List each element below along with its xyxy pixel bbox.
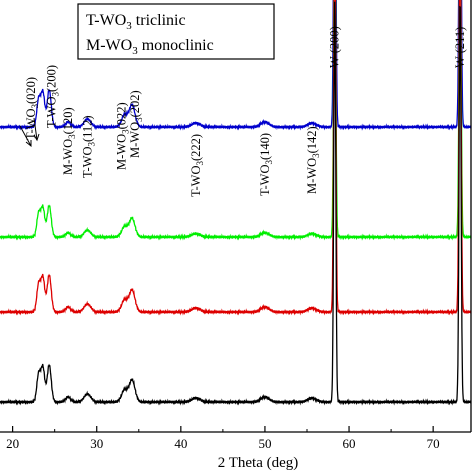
x-tick-label: 60 (343, 436, 356, 451)
xrd-pattern-line-4 (0, 1, 471, 406)
annotation-t-wo3-140-: T-WO3(140) (258, 133, 274, 196)
annotation-m-wo3-142-: M-WO3(142) (305, 126, 321, 194)
series-layer (0, 0, 471, 406)
legend-box: T-WO3 triclinic M-WO3 monoclinic (77, 3, 275, 60)
x-tick-label: 50 (258, 436, 271, 451)
x-axis-title: 2 Theta (deg) (218, 455, 299, 471)
legend-line-triclinic: T-WO3 triclinic (86, 12, 186, 32)
annotation-t-wo3-222-: T-WO3(222) (189, 134, 205, 197)
annotation-t-wo3-200-: T-WO3(200) (45, 65, 61, 128)
xrd-pattern-line-3 (0, 0, 471, 316)
annotation-w-211-: W (211) (453, 27, 467, 68)
peak-arrows (19, 117, 40, 148)
annotation-m-wo3-202-: M-WO3(202) (128, 90, 144, 158)
xrd-pattern-line-1 (0, 0, 471, 131)
annotation-t-wo3-112-: T-WO3(112) (81, 115, 97, 178)
legend-line-monoclinic: M-WO3 monoclinic (86, 37, 214, 57)
annotation-w-200-: W (200) (328, 26, 342, 68)
annotation-m-wo3-022-: M-WO3(022) (115, 102, 131, 170)
x-tick-label: 40 (174, 436, 187, 451)
x-tick-label: 30 (90, 436, 103, 451)
xrd-pattern-line-2 (0, 0, 471, 241)
x-tick-label: 20 (6, 436, 19, 451)
x-tick-label: 70 (427, 436, 440, 451)
peak-annotations: T-WO3(020) T-WO3(200)M-WO3(120)T-WO3(112)… (24, 26, 467, 197)
annotation-t-wo3-020-: T-WO3(020) (24, 77, 40, 140)
annotation-m-wo3-120-: M-WO3(120) (61, 107, 77, 175)
x-ticks: 20 30 40 50 60 70 (6, 426, 440, 451)
